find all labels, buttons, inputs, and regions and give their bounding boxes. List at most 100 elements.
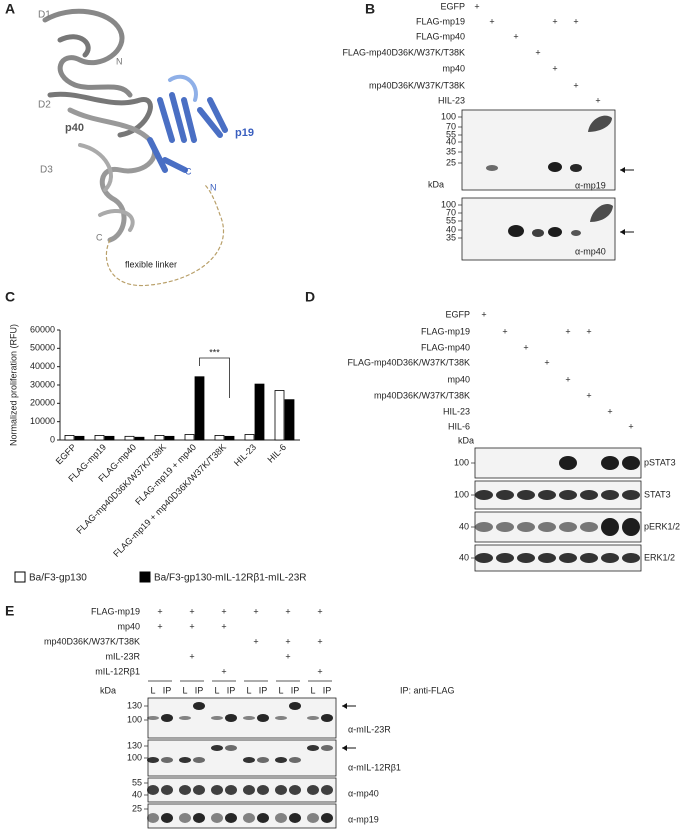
- marker-label: 130: [127, 700, 142, 710]
- blot-band: [289, 702, 301, 710]
- plus-sign: +: [489, 16, 494, 26]
- x-tick-label: HIL-6: [265, 442, 288, 465]
- marker-label: 100: [127, 752, 142, 762]
- panel-label: B: [365, 1, 375, 17]
- blot-band: [193, 757, 205, 763]
- panel-label: A: [5, 1, 15, 17]
- bar: [104, 435, 115, 441]
- blot-band: [601, 518, 619, 536]
- blot-band: [179, 716, 191, 720]
- blot-band: [559, 522, 577, 532]
- plus-sign: +: [157, 621, 162, 631]
- blot-band: [243, 716, 255, 720]
- condition-label: mp40: [117, 621, 140, 631]
- condition-label: HIL-23: [443, 406, 470, 416]
- marker-label: 40: [446, 136, 456, 146]
- plus-sign: +: [552, 16, 557, 26]
- blot-band: [225, 785, 237, 795]
- blot-band: [548, 227, 562, 237]
- plus-sign: +: [586, 390, 591, 400]
- bar: [64, 435, 75, 441]
- domain-label: D3: [40, 165, 53, 176]
- condition-label: HIL-23: [438, 95, 465, 105]
- plus-sign: +: [481, 309, 486, 319]
- marker-label: 40: [459, 521, 469, 531]
- blot-band: [307, 813, 319, 823]
- blot-band: [211, 745, 223, 751]
- terminus-label: C: [185, 166, 192, 176]
- blot-band: [275, 716, 287, 720]
- significance-bracket: [199, 357, 230, 398]
- unit-label: kDa: [458, 435, 474, 445]
- lane-label: L: [246, 685, 251, 695]
- blot-band: [307, 785, 319, 795]
- blot-band: [161, 813, 173, 823]
- blot-band: [601, 553, 619, 563]
- blot-band: [161, 757, 173, 763]
- condition-label: FLAG-mp40: [416, 31, 465, 41]
- blot-band: [193, 813, 205, 823]
- plus-sign: +: [189, 606, 194, 616]
- y-tick-label: 50000: [30, 343, 55, 353]
- panel-label: C: [5, 289, 15, 305]
- blot-band: [321, 745, 333, 751]
- blot-band: [289, 813, 301, 823]
- condition-label: FLAG-mp40: [421, 342, 470, 352]
- lane-label: L: [182, 685, 187, 695]
- blot-band: [496, 522, 514, 532]
- legend-swatch: [14, 571, 26, 583]
- condition-label: FLAG-mp19: [416, 16, 465, 26]
- blot-band: [580, 490, 598, 500]
- bar: [74, 435, 85, 441]
- blot-band: [161, 785, 173, 795]
- unit-label: kDa: [428, 179, 444, 189]
- arrow-head: [342, 703, 347, 709]
- condition-label: EGFP: [440, 1, 465, 11]
- condition-label: FLAG-mp40D36K/W37K/T38K: [342, 47, 465, 57]
- antibody-label: α-mp40: [575, 246, 606, 256]
- plus-sign: +: [607, 406, 612, 416]
- blot-band: [257, 813, 269, 823]
- blot-band: [193, 702, 205, 710]
- blot: [147, 803, 337, 829]
- plus-sign: +: [573, 80, 578, 90]
- plus-sign: +: [157, 606, 162, 616]
- blot-band: [179, 757, 191, 763]
- antibody-label: α-mp40: [348, 788, 379, 798]
- bar: [134, 436, 145, 441]
- blot-band: [179, 785, 191, 795]
- plus-sign: +: [285, 651, 290, 661]
- marker-label: 100: [454, 457, 469, 467]
- condition-label: mIL-12Rβ1: [95, 666, 140, 676]
- blot-band: [275, 813, 287, 823]
- chain-label: p40: [65, 122, 84, 134]
- blot-band: [517, 553, 535, 563]
- y-tick-label: 30000: [30, 379, 55, 389]
- blot-band: [559, 456, 577, 470]
- plus-sign: +: [189, 621, 194, 631]
- y-tick-label: 60000: [30, 324, 55, 334]
- antibody-label: pSTAT3: [644, 457, 676, 467]
- blot-band: [225, 714, 237, 722]
- blot-band: [225, 745, 237, 751]
- blot-band: [559, 553, 577, 563]
- antibody-label: pERK1/2: [644, 521, 680, 531]
- protein-structure: [42, 8, 228, 287]
- marker-label: 40: [446, 224, 456, 234]
- significance-label: ***: [209, 347, 220, 357]
- blot-band: [580, 522, 598, 532]
- blot-band: [243, 785, 255, 795]
- plus-sign: +: [317, 666, 322, 676]
- arrow-head: [342, 745, 347, 751]
- panel-label: E: [5, 603, 14, 619]
- blot-band: [147, 716, 159, 720]
- marker-label: 25: [446, 157, 456, 167]
- blot: [461, 197, 616, 261]
- marker-label: 130: [127, 740, 142, 750]
- plus-sign: +: [474, 1, 479, 11]
- marker-label: 70: [446, 207, 456, 217]
- plus-sign: +: [565, 326, 570, 336]
- plus-sign: +: [221, 666, 226, 676]
- lane-label: L: [310, 685, 315, 695]
